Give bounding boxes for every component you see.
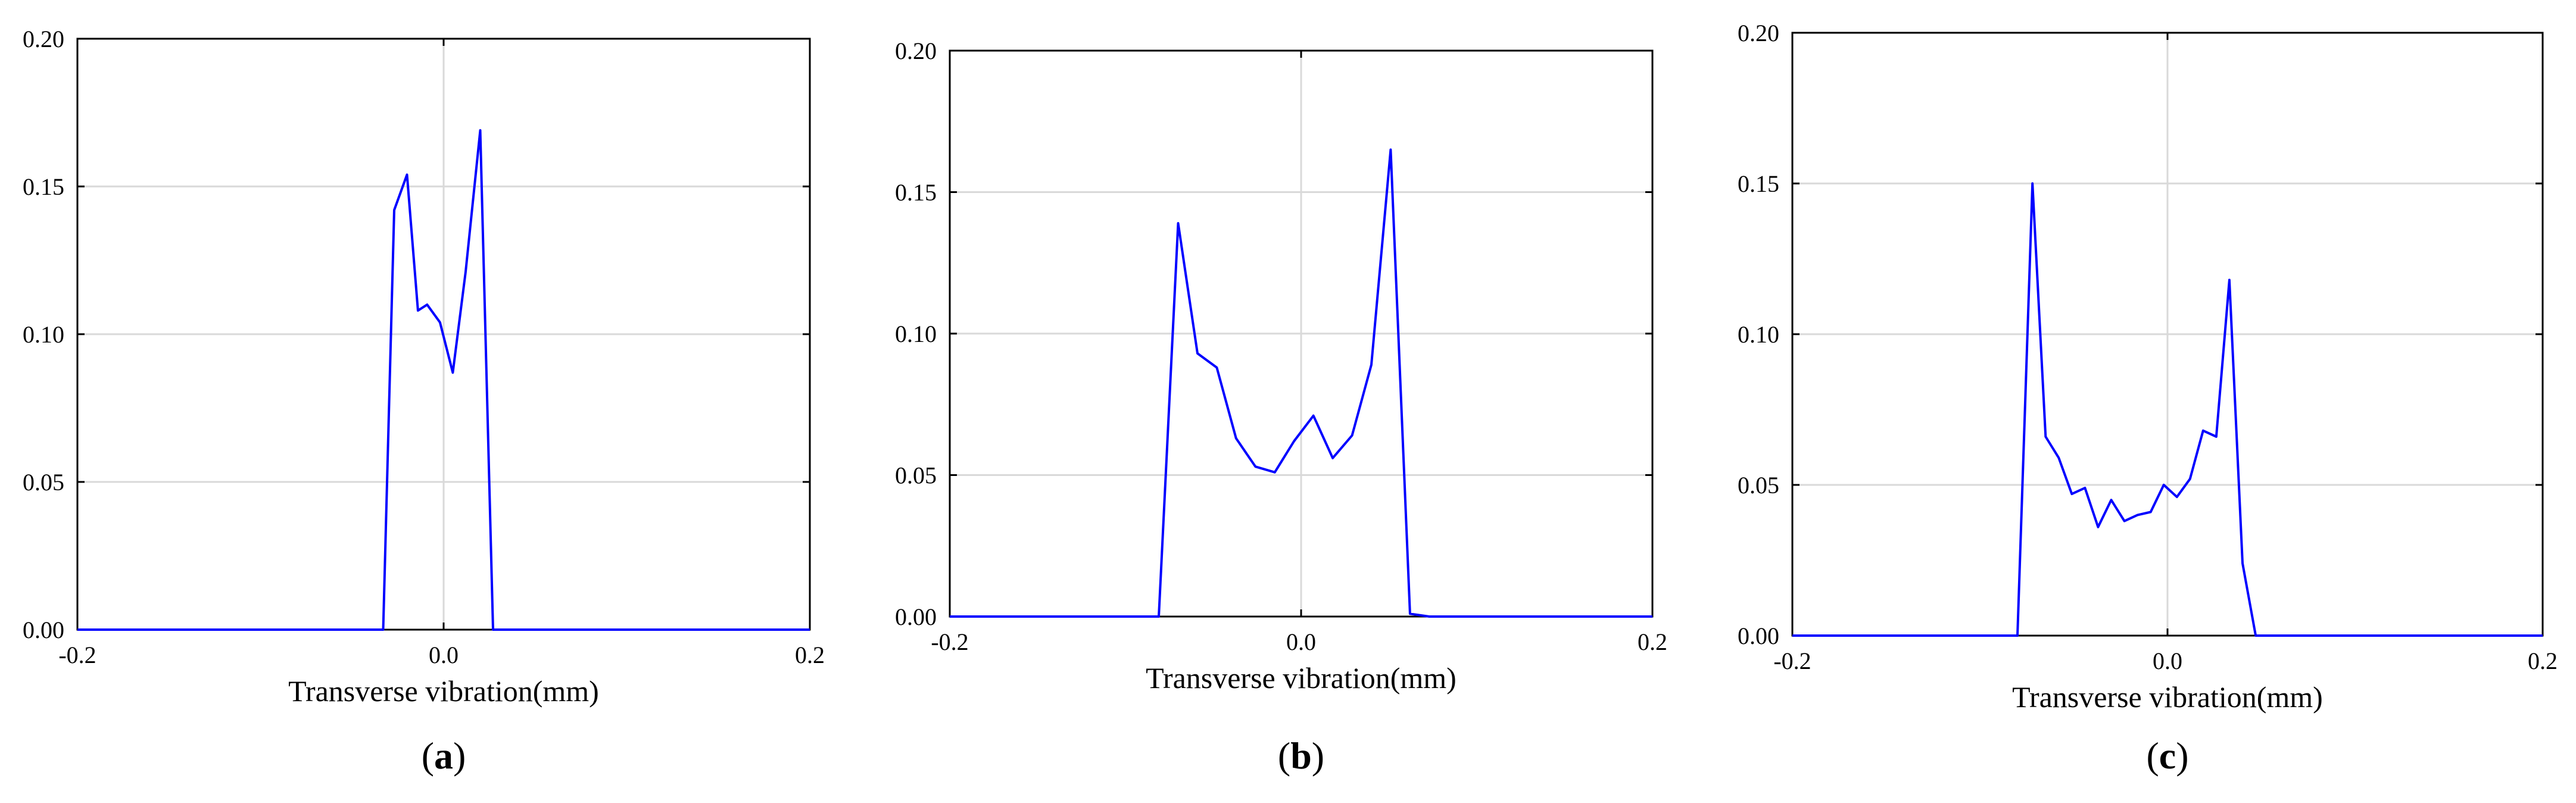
y-tick-label: 0.20 [1738,20,1779,46]
series-line [950,148,1652,618]
x-tick-label: -0.2 [58,642,96,668]
y-tick-label: 0.15 [1738,170,1779,197]
series-line [1792,182,2543,637]
y-tick-label: 0.00 [23,617,64,643]
y-tick-label: 0.15 [23,173,64,200]
y-tick-label: 0.10 [23,321,64,348]
x-tick-label: -0.2 [931,628,968,655]
x-tick-label: 0.2 [1638,628,1667,655]
panel-label: (c) [2146,734,2188,777]
x-axis-title: Transverse vibration(mm) [288,674,599,708]
chart-panel-b: 0.00 0.05 0.10 0.15 0.20 -0.2 0.0 0.2 Transverse… [895,38,1667,777]
panel-label: (a) [422,734,466,777]
y-tick-label: 0.20 [23,26,64,52]
x-axis-title: Transverse vibration(mm) [1146,661,1457,695]
y-tick-label: 0.15 [895,179,937,206]
panel-label-letter: b [1290,734,1312,777]
y-tick-label: 0.10 [1738,321,1779,348]
x-tick-label: -0.2 [1773,648,1811,674]
y-tick-label: 0.05 [895,462,937,489]
panel-label: (b) [1278,734,1324,777]
y-tick-label: 0.10 [895,320,937,347]
y-tick-label: 0.00 [1738,623,1779,649]
x-tick-label: 0.0 [1286,628,1316,655]
panel-label-letter: c [2159,734,2176,777]
y-tick-label: 0.20 [895,38,937,64]
panel-label-letter: a [434,734,453,777]
x-tick-label: 0.0 [429,642,459,668]
chart-panel-c: 0.00 0.05 0.10 0.15 0.20 -0.2 0.0 0.2 Transverse… [1738,20,2558,777]
x-tick-label: 0.2 [2528,648,2558,674]
x-tick-label: 0.2 [795,642,825,668]
x-axis-title: Transverse vibration(mm) [2012,680,2323,714]
y-tick-label: 0.00 [895,603,937,630]
y-tick-label: 0.05 [23,469,64,496]
series-line [77,129,810,631]
chart-panel-a: 0.00 0.05 0.10 0.15 0.20 -0.2 0.0 0.2 Transverse… [23,26,825,777]
x-tick-label: 0.0 [2153,648,2182,674]
y-tick-label: 0.05 [1738,472,1779,499]
